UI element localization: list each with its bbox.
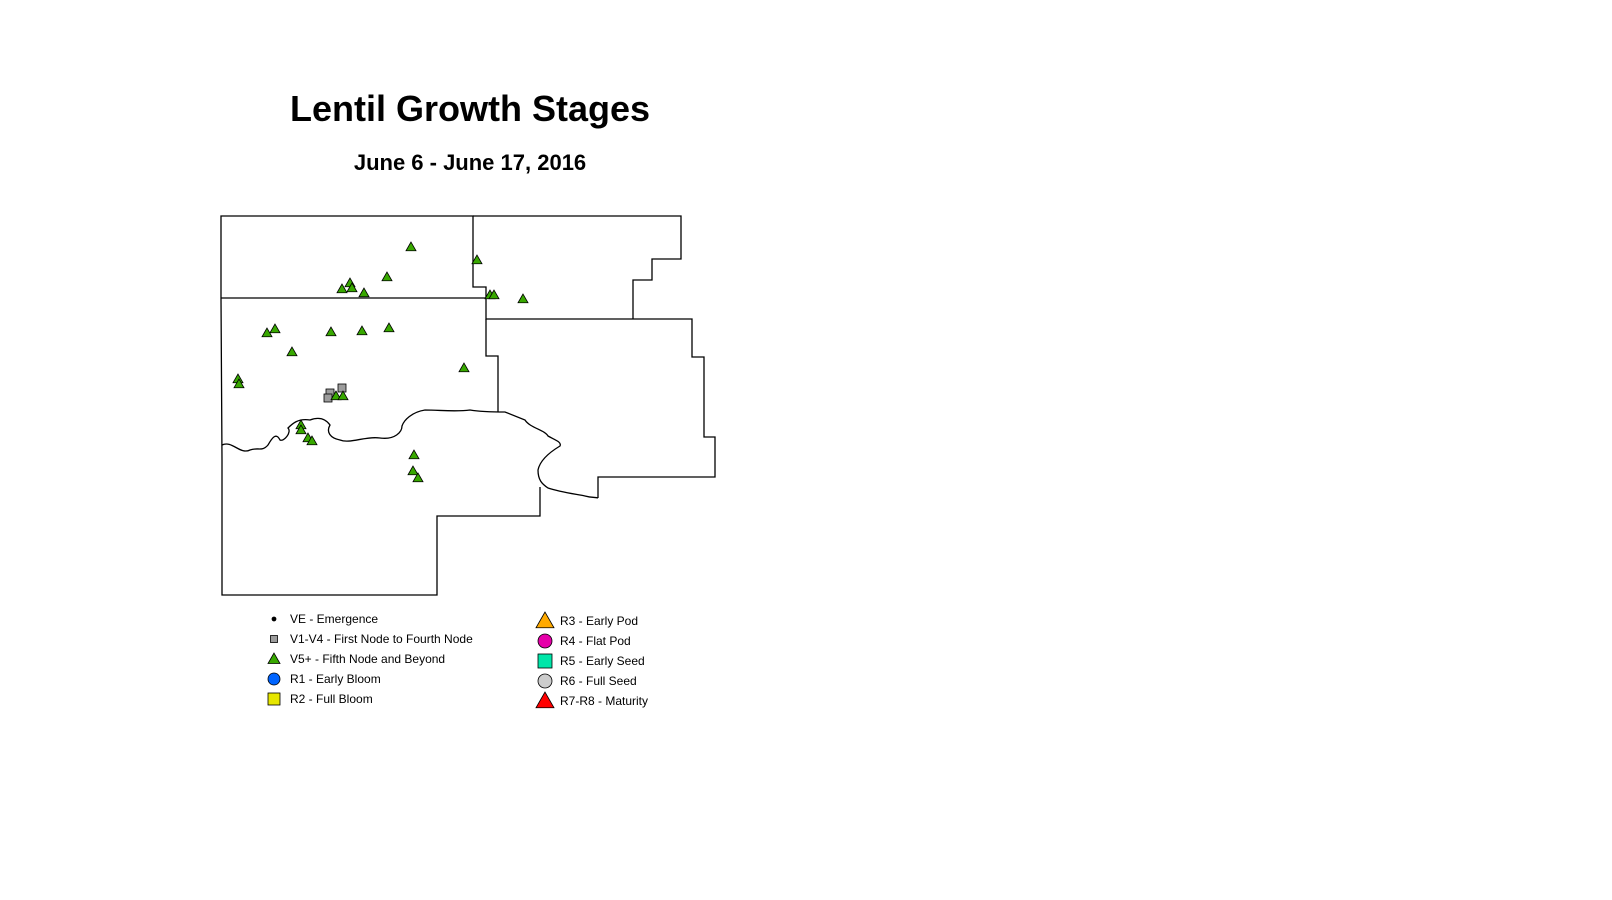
- point-v5-: [407, 465, 419, 476]
- point-v5-: [356, 325, 368, 336]
- legend-label: R5 - Early Seed: [560, 654, 645, 668]
- legend-r2-icon: [267, 692, 281, 706]
- point-v5-: [306, 435, 318, 446]
- legend-r4-icon: [537, 633, 553, 649]
- point-v5-: [346, 282, 358, 293]
- legend-label: V5+ - Fifth Node and Beyond: [290, 652, 446, 666]
- point-v5-: [412, 472, 424, 483]
- point-v5-: [337, 390, 349, 401]
- point-v5-: [517, 293, 529, 304]
- point-v5-: [336, 283, 348, 294]
- county-northeast: [473, 215, 682, 319]
- legend-ve-icon: [271, 616, 277, 622]
- point-v5-: [381, 271, 393, 282]
- point-v5-: [269, 323, 281, 334]
- point-v5-: [295, 424, 307, 435]
- legend-label: R6 - Full Seed: [560, 674, 637, 688]
- county-east: [485, 298, 716, 498]
- point-v5-: [405, 241, 417, 252]
- legend-v5--icon: [267, 652, 281, 664]
- point-v5-: [488, 289, 500, 300]
- legend-label: V1-V4 - First Node to Fourth Node: [290, 632, 473, 646]
- legend-symbols: [267, 611, 555, 709]
- point-v1-v4: [323, 393, 333, 403]
- map-title: Lentil Growth Stages: [289, 88, 651, 129]
- sample-points: [232, 241, 529, 483]
- legend-r1-icon: [267, 672, 281, 686]
- point-v1-v4: [337, 383, 347, 393]
- map-subtitle: June 6 - June 17, 2016: [353, 150, 587, 175]
- legend-r6-icon: [537, 673, 553, 689]
- legend-label: R4 - Flat Pod: [560, 634, 631, 648]
- river: [221, 409, 599, 499]
- point-v5-: [286, 346, 298, 357]
- point-v5-: [383, 322, 395, 333]
- legend-label: VE - Emergence: [290, 612, 379, 626]
- point-v5-: [471, 254, 483, 265]
- point-v5-: [458, 362, 470, 373]
- legend-label: R7-R8 - Maturity: [560, 694, 649, 708]
- county-south: [221, 460, 541, 596]
- legend-r3-icon: [535, 611, 555, 629]
- county-central: [220, 297, 499, 461]
- legend-label: R1 - Early Bloom: [290, 672, 381, 686]
- legend-label: R3 - Early Pod: [560, 614, 639, 628]
- point-v5-: [358, 287, 370, 298]
- legend-r7-r8-icon: [535, 691, 555, 709]
- point-v5-: [330, 390, 342, 401]
- point-v5-: [408, 449, 420, 460]
- county-boundaries: [220, 215, 716, 596]
- legend-r5-icon: [537, 653, 553, 669]
- point-v5-: [325, 326, 337, 337]
- legend-v1-v4-icon: [270, 635, 278, 643]
- legend-label: R2 - Full Bloom: [290, 692, 373, 706]
- point-v5-: [233, 378, 245, 389]
- point-v5-: [261, 327, 273, 338]
